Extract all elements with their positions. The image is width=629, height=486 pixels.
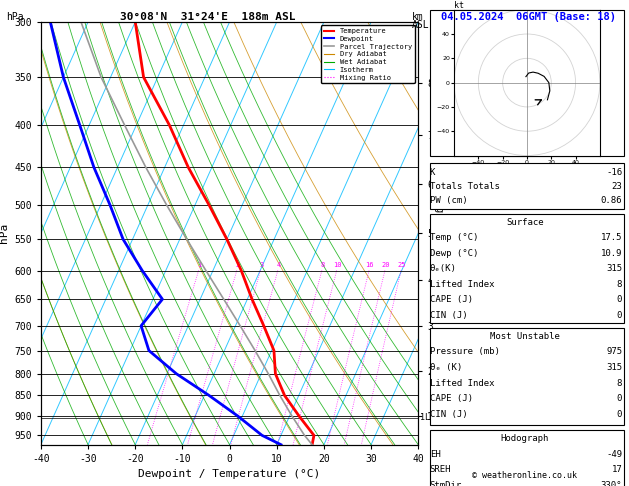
Text: PW (cm): PW (cm) — [430, 196, 467, 205]
Text: 23: 23 — [611, 182, 622, 191]
X-axis label: Dewpoint / Temperature (°C): Dewpoint / Temperature (°C) — [138, 469, 321, 479]
Text: SREH: SREH — [430, 465, 451, 474]
Text: CAPE (J): CAPE (J) — [430, 394, 473, 403]
Text: Hodograph: Hodograph — [501, 434, 549, 443]
Text: θₑ(K): θₑ(K) — [430, 264, 457, 274]
Text: 04.05.2024  06GMT (Base: 18): 04.05.2024 06GMT (Base: 18) — [441, 12, 616, 22]
Text: 315: 315 — [606, 264, 622, 274]
Text: 0: 0 — [617, 311, 622, 320]
Text: 975: 975 — [606, 347, 622, 357]
Text: 0.86: 0.86 — [601, 196, 622, 205]
Text: Lifted Index: Lifted Index — [430, 379, 494, 388]
Text: 8: 8 — [617, 280, 622, 289]
Text: 2: 2 — [235, 261, 240, 267]
Text: CIN (J): CIN (J) — [430, 311, 467, 320]
Text: Pressure (mb): Pressure (mb) — [430, 347, 499, 357]
Text: 16: 16 — [365, 261, 374, 267]
Text: CAPE (J): CAPE (J) — [430, 295, 473, 305]
Text: 1LCL: 1LCL — [420, 414, 440, 422]
Text: 0: 0 — [617, 295, 622, 305]
Text: θₑ (K): θₑ (K) — [430, 363, 462, 372]
Text: Most Unstable: Most Unstable — [490, 332, 560, 341]
Text: ASL: ASL — [412, 20, 430, 31]
Text: 10.9: 10.9 — [601, 249, 622, 258]
Text: K: K — [430, 168, 435, 177]
Text: 30°08'N  31°24'E  188m ASL: 30°08'N 31°24'E 188m ASL — [120, 12, 296, 22]
Text: StmDir: StmDir — [430, 481, 462, 486]
Text: 25: 25 — [398, 261, 406, 267]
Bar — [430, 328, 624, 425]
Text: Totals Totals: Totals Totals — [430, 182, 499, 191]
Legend: Temperature, Dewpoint, Parcel Trajectory, Dry Adiabat, Wet Adiabat, Isotherm, Mi: Temperature, Dewpoint, Parcel Trajectory… — [321, 25, 415, 83]
Bar — [430, 163, 624, 209]
Text: km: km — [412, 12, 424, 22]
Text: 315: 315 — [606, 363, 622, 372]
Bar — [430, 10, 624, 156]
Text: -16: -16 — [606, 168, 622, 177]
Text: Temp (°C): Temp (°C) — [430, 233, 478, 243]
Text: kt: kt — [454, 0, 464, 10]
Bar — [430, 430, 624, 486]
Text: CIN (J): CIN (J) — [430, 410, 467, 419]
Text: 0: 0 — [617, 394, 622, 403]
Text: 3: 3 — [259, 261, 264, 267]
Text: EH: EH — [430, 450, 440, 459]
Text: 8: 8 — [617, 379, 622, 388]
Bar — [430, 214, 624, 323]
Text: 0: 0 — [617, 410, 622, 419]
Text: 17.5: 17.5 — [601, 233, 622, 243]
Y-axis label: hPa: hPa — [0, 223, 9, 243]
Text: 1: 1 — [198, 261, 201, 267]
Y-axis label: Mixing Ratio (g/kg): Mixing Ratio (g/kg) — [434, 177, 444, 289]
Text: Surface: Surface — [506, 218, 543, 227]
Text: 4: 4 — [277, 261, 281, 267]
Text: 20: 20 — [381, 261, 390, 267]
Text: Lifted Index: Lifted Index — [430, 280, 494, 289]
Text: 8: 8 — [321, 261, 325, 267]
Text: Dewp (°C): Dewp (°C) — [430, 249, 478, 258]
Text: © weatheronline.co.uk: © weatheronline.co.uk — [472, 471, 577, 480]
Text: 10: 10 — [333, 261, 342, 267]
Text: 17: 17 — [611, 465, 622, 474]
Text: 330°: 330° — [601, 481, 622, 486]
Text: -49: -49 — [606, 450, 622, 459]
Text: hPa: hPa — [6, 12, 24, 22]
